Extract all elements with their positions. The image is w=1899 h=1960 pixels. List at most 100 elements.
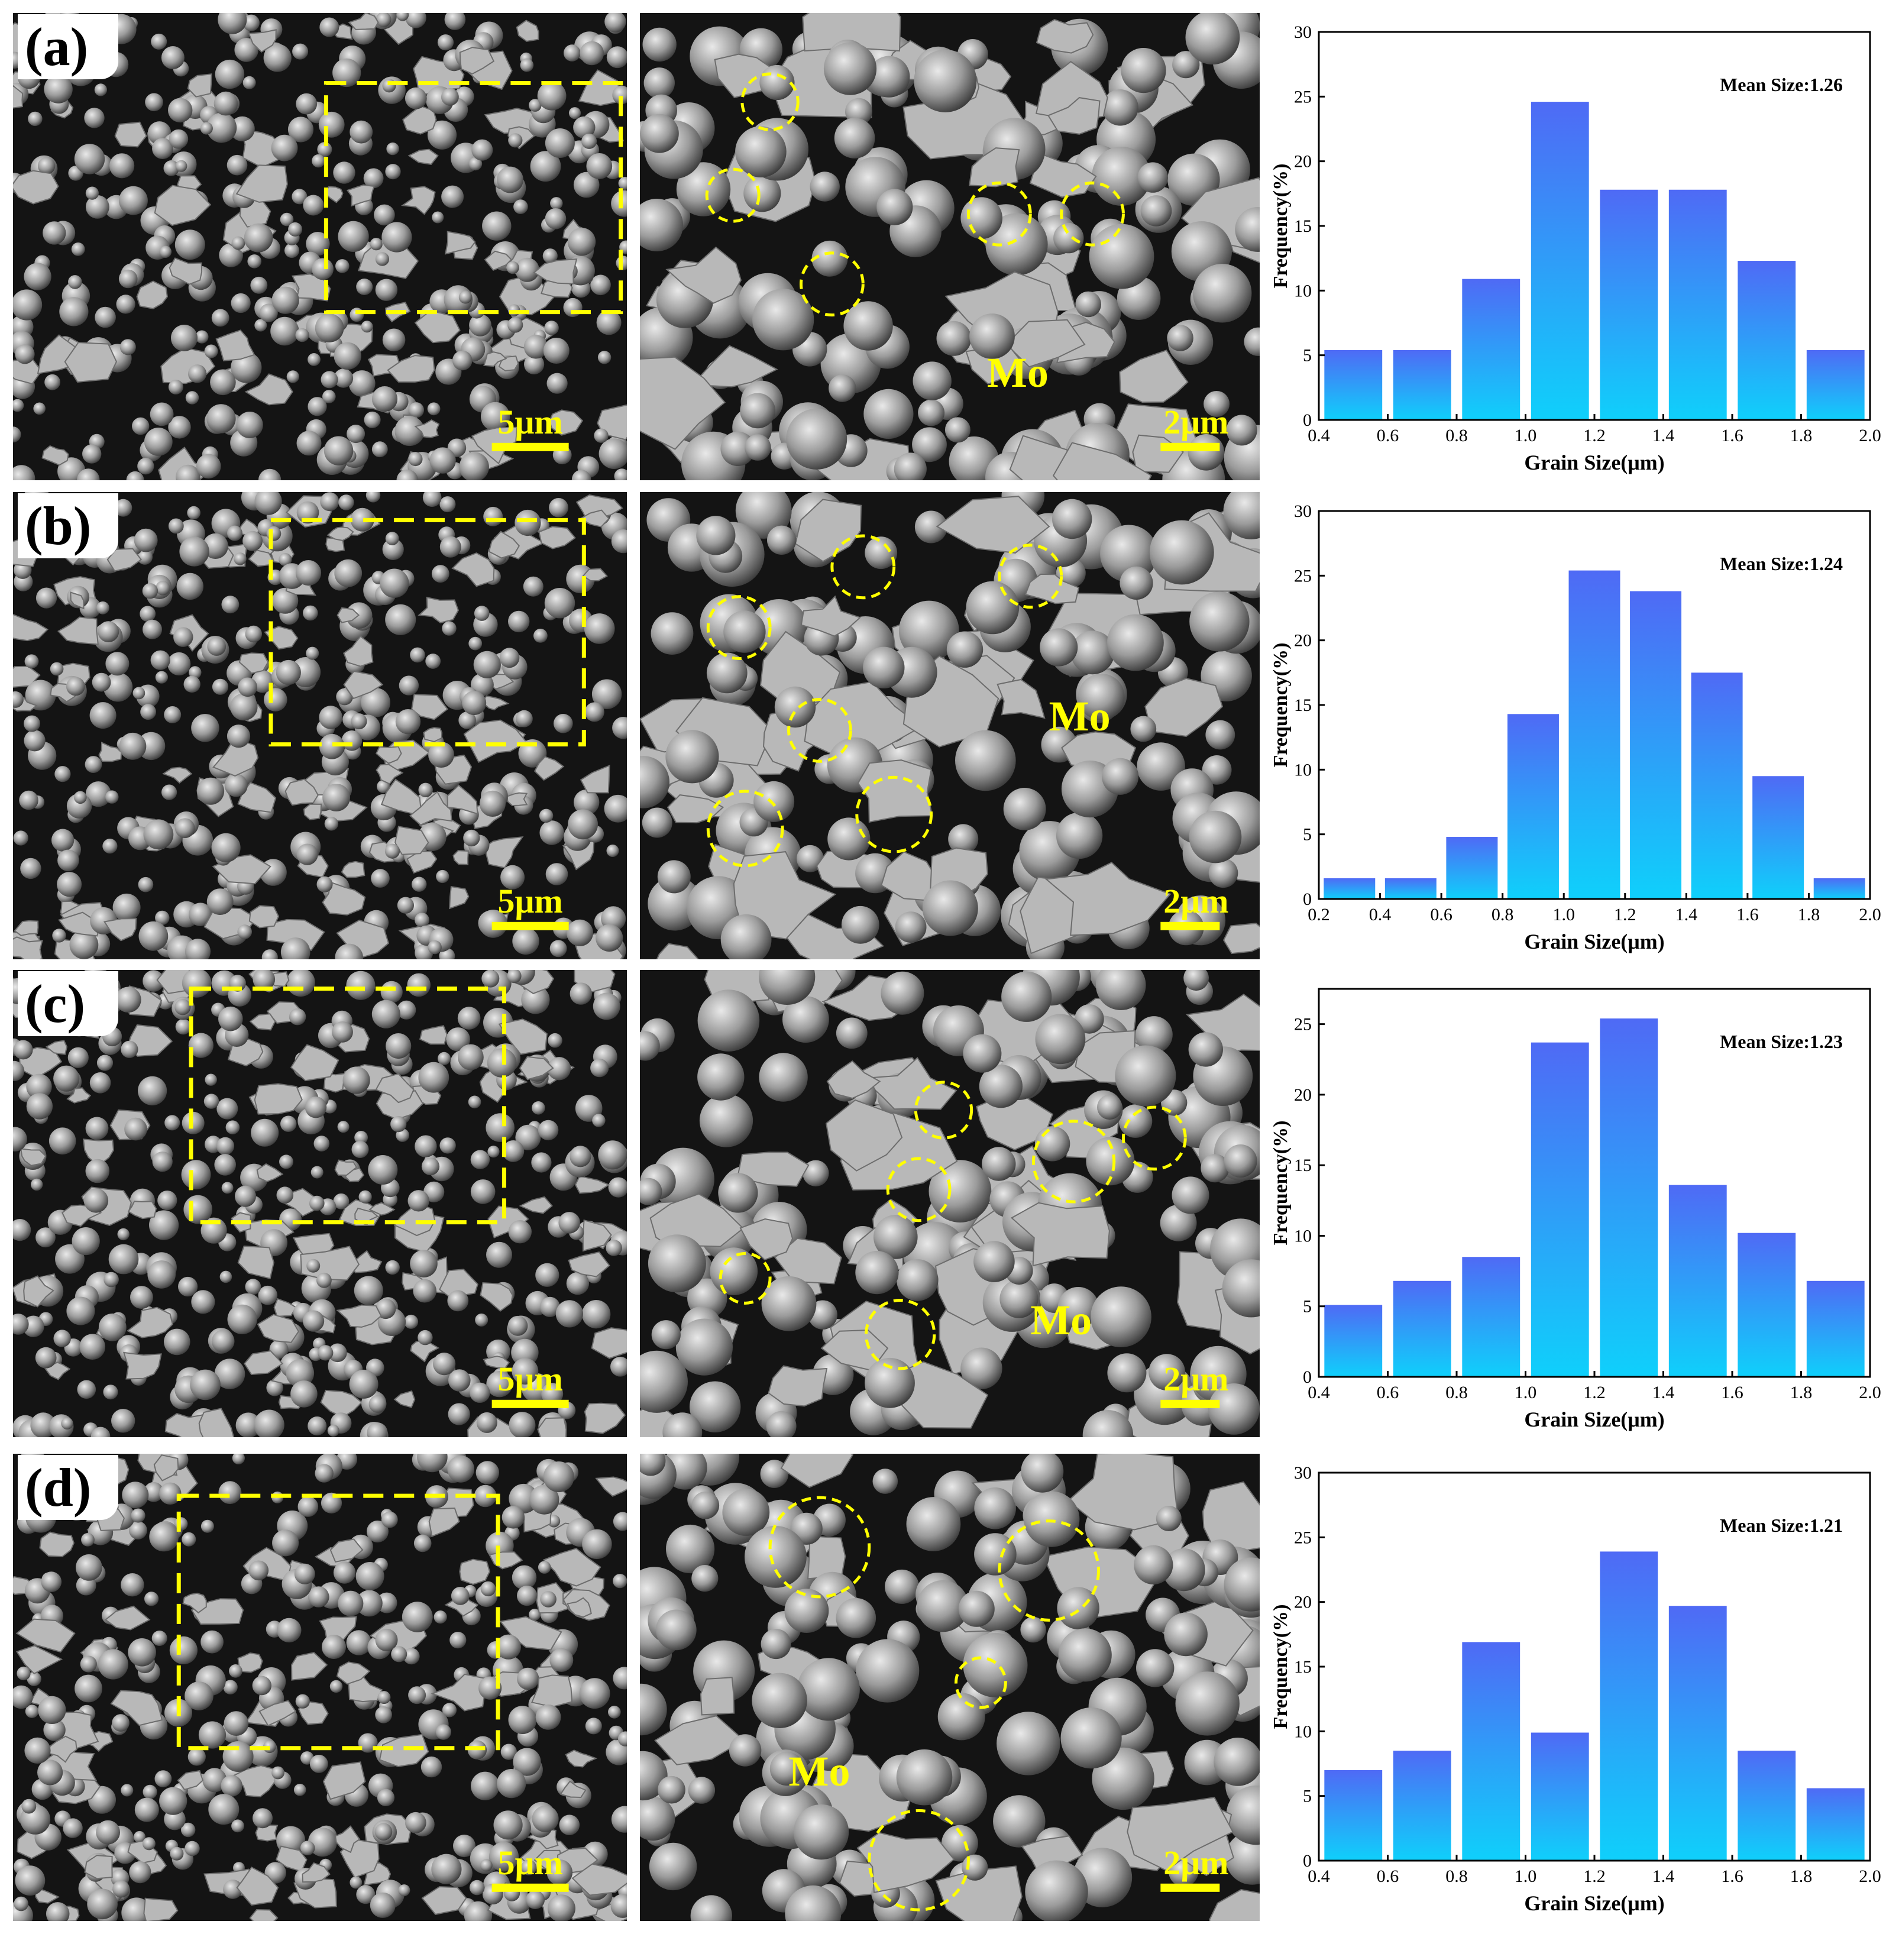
highlight-circle bbox=[914, 1081, 973, 1140]
phase-label: Mo bbox=[789, 1748, 850, 1795]
y-tick-label: 10 bbox=[1294, 1722, 1312, 1741]
histogram-bar bbox=[1393, 1751, 1451, 1861]
y-tick-label: 30 bbox=[1294, 1463, 1312, 1483]
x-tick-label: 1.0 bbox=[1552, 905, 1575, 924]
x-tick-label: 0.8 bbox=[1445, 1867, 1468, 1886]
histogram-bar bbox=[1600, 189, 1658, 420]
y-tick-label: 25 bbox=[1294, 87, 1312, 106]
mean-size-annotation: Mean Size:1.24 bbox=[1720, 553, 1843, 574]
y-axis-label: Frequency(%) bbox=[1272, 164, 1292, 289]
scale-bar bbox=[1160, 442, 1220, 451]
x-tick-label: 1.4 bbox=[1652, 1383, 1675, 1402]
phase-label: Mo bbox=[1049, 693, 1111, 740]
y-tick-label: 25 bbox=[1294, 566, 1312, 586]
y-tick-label: 20 bbox=[1294, 1085, 1312, 1105]
zoom-region-box bbox=[323, 81, 623, 315]
panel-label-badge: (b) bbox=[18, 493, 118, 558]
histogram-bar bbox=[1600, 1551, 1658, 1861]
histogram-bar bbox=[1462, 1257, 1521, 1377]
histogram-bar bbox=[1630, 591, 1682, 899]
x-tick-label: 0.6 bbox=[1377, 1867, 1399, 1886]
histogram-bar bbox=[1462, 279, 1521, 420]
y-tick-label: 15 bbox=[1294, 696, 1312, 715]
scale-bar-label: 5μm bbox=[498, 403, 563, 441]
x-tick-label: 1.2 bbox=[1614, 905, 1636, 924]
zoom-region-box bbox=[176, 1493, 500, 1751]
y-tick-label: 30 bbox=[1294, 502, 1312, 521]
scale-bar-label: 2μm bbox=[1163, 403, 1228, 441]
y-tick-label: 0 bbox=[1303, 1367, 1312, 1387]
highlight-circle bbox=[787, 698, 852, 763]
y-tick-label: 15 bbox=[1294, 1156, 1312, 1175]
histogram-bar bbox=[1324, 1305, 1383, 1377]
figure-row: 5μm (c) Mo 2μm 0.4 0.6 0.8 1.0 1.2 1.4 1.6 1.8 2.0 0 5… bbox=[0, 970, 1899, 1443]
figure-row: 5μm (b) Mo 2μm 0.2 0.4 0.6 0.8 1.0 1.2 1.4 1.6 1.8 2.… bbox=[0, 492, 1899, 965]
x-tick-label: 2.0 bbox=[1859, 905, 1881, 924]
scale-bar-label: 5μm bbox=[498, 1843, 563, 1882]
panel-label-badge: (d) bbox=[18, 1455, 118, 1520]
x-tick-label: 0.8 bbox=[1445, 426, 1468, 445]
histogram-bar bbox=[1531, 1042, 1589, 1377]
highlight-circle bbox=[740, 72, 800, 131]
panel-label-badge: (a) bbox=[18, 14, 118, 79]
highlight-circle bbox=[768, 1496, 871, 1599]
y-tick-label: 10 bbox=[1294, 1226, 1312, 1246]
x-tick-label: 1.6 bbox=[1721, 426, 1743, 445]
x-axis-label: Grain Size(μm) bbox=[1524, 930, 1664, 953]
x-tick-label: 1.8 bbox=[1790, 426, 1813, 445]
highlight-circle bbox=[998, 1519, 1101, 1622]
histogram-bar bbox=[1738, 261, 1796, 420]
y-tick-label: 5 bbox=[1303, 825, 1312, 845]
scale-bar-label: 5μm bbox=[498, 1360, 563, 1398]
highlight-circle bbox=[706, 790, 784, 868]
highlight-circle bbox=[998, 544, 1063, 609]
y-axis-label: Frequency(%) bbox=[1272, 1605, 1292, 1729]
x-tick-label: 0.8 bbox=[1492, 905, 1514, 924]
mean-size-annotation: Mean Size:1.21 bbox=[1720, 1515, 1843, 1536]
scale-bar bbox=[491, 1399, 569, 1408]
mean-size-annotation: Mean Size:1.23 bbox=[1720, 1031, 1843, 1052]
y-tick-label: 15 bbox=[1294, 1657, 1312, 1677]
grain-size-histogram: 0.4 0.6 0.8 1.0 1.2 1.4 1.6 1.8 2.0 0 5 10 15 20 25 Gra… bbox=[1270, 970, 1899, 1437]
panel-label-badge: (c) bbox=[18, 971, 118, 1036]
x-tick-label: 0.4 bbox=[1369, 905, 1392, 924]
y-tick-label: 0 bbox=[1303, 410, 1312, 430]
scale-bar-label: 2μm bbox=[1163, 882, 1228, 920]
y-tick-label: 5 bbox=[1303, 1297, 1312, 1317]
x-tick-label: 1.8 bbox=[1798, 905, 1820, 924]
histogram-bar bbox=[1324, 1770, 1383, 1861]
scale-bar-label: 2μm bbox=[1163, 1843, 1228, 1882]
sem-image-high-mag: Mo 2μm bbox=[640, 970, 1260, 1437]
scale-bar-label: 2μm bbox=[1163, 1360, 1228, 1398]
scale-bar bbox=[491, 921, 569, 930]
sem-image-low-mag: 5μm (a) bbox=[13, 13, 627, 480]
scale-bar-label: 5μm bbox=[498, 882, 563, 920]
histogram-bar bbox=[1691, 672, 1743, 899]
sem-image-high-mag: Mo 2μm bbox=[640, 13, 1260, 480]
x-tick-label: 1.8 bbox=[1790, 1867, 1813, 1886]
y-tick-label: 20 bbox=[1294, 152, 1312, 172]
histogram-bar bbox=[1752, 776, 1804, 899]
histogram-bar bbox=[1806, 1788, 1865, 1861]
highlight-circle bbox=[855, 775, 933, 853]
y-tick-label: 20 bbox=[1294, 631, 1312, 651]
histogram-bar bbox=[1668, 1185, 1727, 1377]
histogram-bar bbox=[1462, 1642, 1521, 1861]
y-tick-label: 5 bbox=[1303, 1787, 1312, 1806]
sem-image-low-mag: 5μm (d) bbox=[13, 1454, 627, 1921]
x-tick-label: 0.8 bbox=[1445, 1383, 1468, 1402]
x-tick-label: 0.6 bbox=[1430, 905, 1452, 924]
y-tick-label: 20 bbox=[1294, 1593, 1312, 1612]
phase-label: Mo bbox=[987, 349, 1049, 396]
y-tick-label: 25 bbox=[1294, 1528, 1312, 1547]
highlight-circle bbox=[799, 251, 865, 317]
x-tick-label: 1.2 bbox=[1583, 426, 1606, 445]
x-tick-label: 1.2 bbox=[1583, 1867, 1606, 1886]
x-tick-label: 2.0 bbox=[1859, 426, 1881, 445]
histogram-bar bbox=[1806, 350, 1865, 420]
histogram-bar bbox=[1531, 102, 1589, 420]
grain-size-histogram: 0.2 0.4 0.6 0.8 1.0 1.2 1.4 1.6 1.8 2.0 0 5 10 15 20 25… bbox=[1270, 492, 1899, 959]
scale-bar bbox=[1160, 1883, 1220, 1892]
x-axis-label: Grain Size(μm) bbox=[1524, 451, 1664, 474]
x-axis-label: Grain Size(μm) bbox=[1524, 1891, 1664, 1915]
